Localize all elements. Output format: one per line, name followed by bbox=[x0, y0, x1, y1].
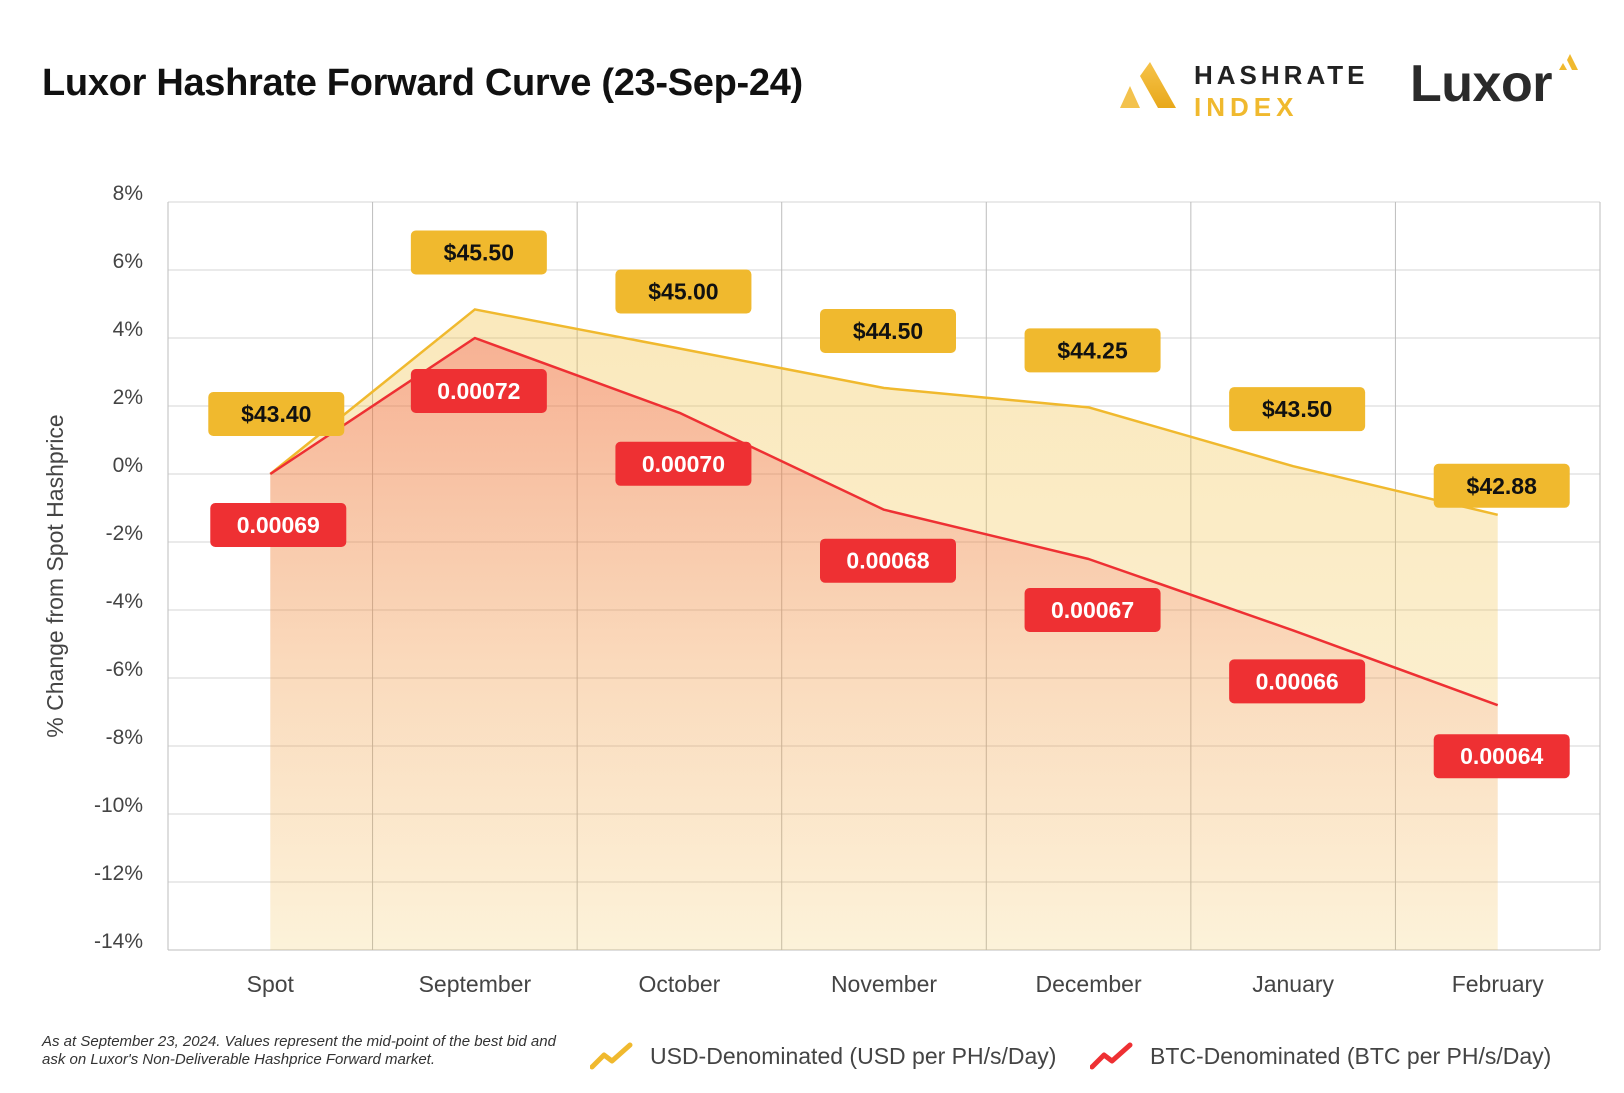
x-tick-label: November bbox=[831, 971, 937, 997]
usd-data-label: $45.50 bbox=[410, 230, 547, 275]
luxor-logo: Luxor bbox=[1410, 50, 1590, 120]
usd-data-label: $43.50 bbox=[1229, 387, 1366, 432]
btc-data-label-text: 0.00064 bbox=[1460, 743, 1543, 769]
btc-data-label-text: 0.00066 bbox=[1256, 668, 1339, 694]
usd-data-label-bg bbox=[410, 230, 547, 275]
btc-data-label-bg bbox=[1024, 588, 1161, 632]
hashrate-index-logo-icon bbox=[1120, 62, 1176, 108]
btc-area bbox=[270, 338, 1498, 950]
usd-data-label-bg bbox=[820, 308, 956, 353]
btc-data-label-bg bbox=[615, 441, 752, 486]
x-tick-label: September bbox=[419, 971, 532, 997]
legend-label-usd: USD-Denominated (USD per PH/s/Day) bbox=[650, 1042, 1057, 1069]
btc-data-label-text: 0.00072 bbox=[437, 378, 520, 404]
luxor-logo-icon bbox=[1559, 54, 1578, 70]
y-tick-label: -4% bbox=[106, 590, 143, 613]
y-tick-label: -14% bbox=[94, 930, 143, 953]
btc-data-label: 0.00066 bbox=[1229, 659, 1366, 704]
y-tick-label: 2% bbox=[113, 386, 143, 409]
btc-line bbox=[269, 336, 1499, 707]
x-tick-label: October bbox=[639, 971, 721, 997]
usd-data-label-bg bbox=[1229, 387, 1366, 432]
usd-data-label-bg bbox=[1024, 328, 1161, 373]
hashrate-index-logo: HASHRATE INDEX bbox=[1118, 58, 1365, 122]
hashrate-index-logo-line2: INDEX bbox=[1194, 92, 1299, 122]
btc-data-label: 0.00068 bbox=[820, 538, 956, 583]
btc-data-label-bg bbox=[210, 503, 347, 547]
y-tick-label: -10% bbox=[94, 794, 143, 817]
y-tick-label: -12% bbox=[94, 862, 143, 885]
legend-item-usd: USD-Denominated (USD per PH/s/Day) bbox=[590, 1040, 1056, 1072]
chart-title: Luxor Hashrate Forward Curve (23-Sep-24) bbox=[42, 62, 803, 104]
usd-data-label: $45.00 bbox=[615, 269, 752, 314]
btc-line-icon bbox=[1090, 1042, 1133, 1070]
btc-data-label-text: 0.00068 bbox=[846, 548, 929, 574]
btc-data-label-bg bbox=[1433, 734, 1570, 779]
usd-data-label: $42.88 bbox=[1433, 463, 1570, 508]
usd-data-label-text: $44.50 bbox=[853, 318, 923, 344]
legend-item-btc: BTC-Denominated (BTC per PH/s/Day) bbox=[1090, 1040, 1551, 1072]
y-tick-label: -2% bbox=[106, 522, 143, 545]
btc-data-label: 0.00064 bbox=[1433, 734, 1570, 779]
usd-data-label-bg bbox=[208, 392, 345, 436]
y-tick-label: 0% bbox=[113, 454, 143, 477]
y-tick-label: -6% bbox=[106, 658, 143, 681]
btc-data-label-text: 0.00069 bbox=[237, 512, 320, 538]
btc-data-label-bg bbox=[410, 369, 547, 413]
usd-data-label: $43.40 bbox=[208, 392, 345, 436]
usd-data-label-text: $43.40 bbox=[241, 401, 311, 427]
usd-data-label-text: $45.00 bbox=[648, 279, 718, 305]
btc-data-label: 0.00067 bbox=[1024, 588, 1161, 632]
usd-data-label-bg bbox=[615, 269, 752, 314]
x-tick-label: December bbox=[1036, 971, 1142, 997]
hashrate-index-logo-line1: HASHRATE bbox=[1194, 60, 1369, 90]
btc-data-label-text: 0.00067 bbox=[1051, 597, 1134, 623]
y-tick-label: 6% bbox=[113, 250, 143, 273]
usd-data-label-bg bbox=[1433, 463, 1570, 508]
usd-line bbox=[269, 308, 1499, 517]
forward-curve-chart: 8% 6% 4% 2% 0% -2% -4% -6% -8% -10% -12% -14% Spot Se… bbox=[42, 182, 1601, 997]
y-tick-label: 8% bbox=[113, 182, 143, 205]
y-axis-title: % Change from Spot Hashprice bbox=[42, 414, 68, 737]
usd-data-label-text: $43.50 bbox=[1262, 396, 1332, 422]
usd-data-label-text: $42.88 bbox=[1467, 473, 1538, 499]
btc-data-label-text: 0.00070 bbox=[642, 451, 725, 477]
btc-data-label-bg bbox=[820, 538, 956, 583]
luxor-logo-wordmark: Luxor bbox=[1410, 55, 1552, 113]
y-tick-label: 4% bbox=[113, 318, 143, 341]
btc-data-label-bg bbox=[1229, 659, 1366, 704]
y-tick-label: -8% bbox=[106, 726, 143, 749]
x-tick-label: Spot bbox=[247, 971, 295, 997]
btc-data-label: 0.00069 bbox=[210, 503, 347, 547]
legend-label-btc: BTC-Denominated (BTC per PH/s/Day) bbox=[1150, 1042, 1552, 1069]
usd-data-label-text: $45.50 bbox=[444, 239, 514, 265]
x-tick-label: January bbox=[1252, 971, 1334, 997]
x-tick-label: February bbox=[1452, 971, 1545, 997]
btc-data-label: 0.00072 bbox=[410, 369, 547, 413]
footnote: As at September 23, 2024. Values represe… bbox=[42, 1033, 556, 1068]
btc-data-label: 0.00070 bbox=[615, 441, 752, 486]
usd-data-label-text: $44.25 bbox=[1057, 337, 1128, 363]
usd-data-label: $44.25 bbox=[1024, 328, 1161, 373]
usd-data-label: $44.50 bbox=[820, 308, 956, 353]
usd-line-icon bbox=[590, 1042, 633, 1070]
